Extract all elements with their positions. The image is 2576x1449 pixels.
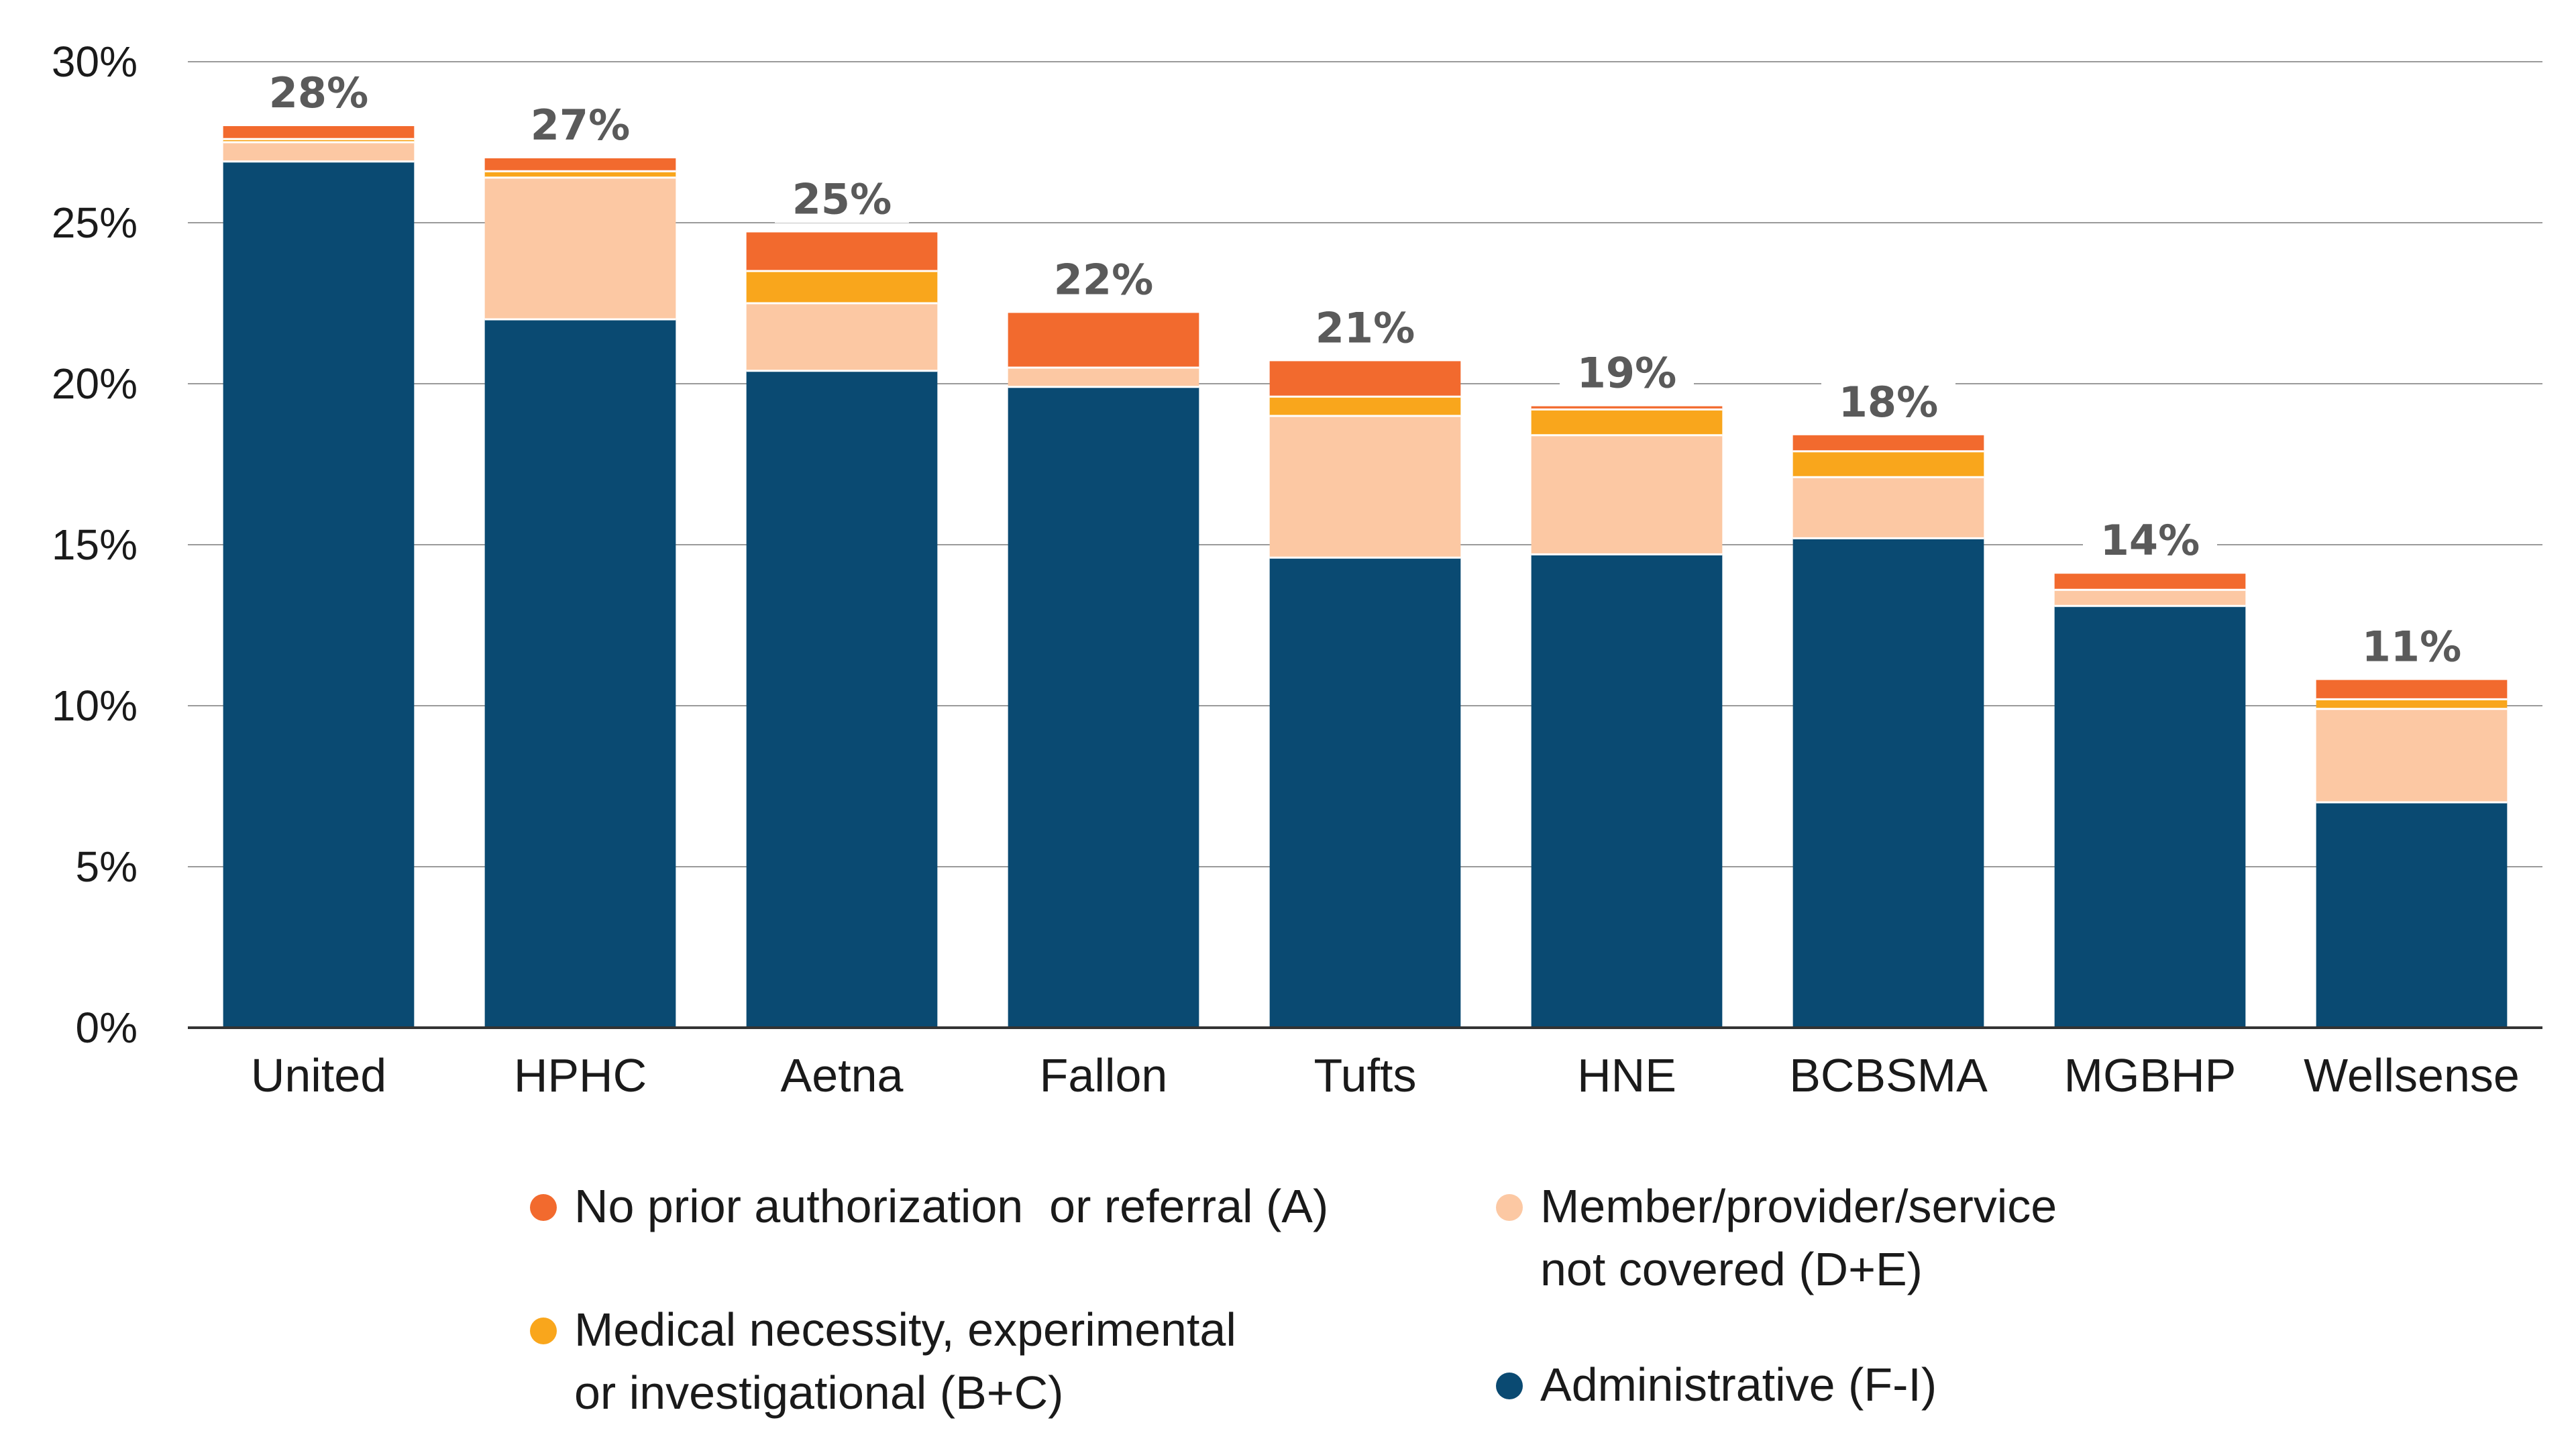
category-label: BCBSMA <box>1789 1049 1988 1102</box>
bar-segment-3-4 <box>746 232 938 271</box>
bar-segment-1-2 <box>223 142 415 162</box>
bar-segment-1-4 <box>223 126 415 140</box>
bar-segment-2-3 <box>484 171 676 178</box>
total-label-backing <box>252 66 386 117</box>
legend-label: not covered (D+E) <box>1540 1243 1923 1295</box>
y-tick-label: 5% <box>76 843 138 891</box>
bar-segment-8-1 <box>2054 606 2246 1028</box>
legend-label: Member/provider/service <box>1540 1180 2057 1232</box>
bar-segment-7-3 <box>1792 451 1984 478</box>
legend-label: or investigational (B+C) <box>574 1366 1064 1419</box>
category-label: Wellsense <box>2304 1049 2520 1102</box>
bar-segment-4-1 <box>1008 386 1199 1028</box>
bar-segment-5-1 <box>1269 557 1461 1028</box>
bar-segment-5-4 <box>1269 361 1461 397</box>
bar-segment-1-3 <box>223 139 415 142</box>
bar-segment-4-4 <box>1008 313 1199 368</box>
bar-segment-1-1 <box>223 161 415 1028</box>
total-label-backing <box>1036 252 1171 304</box>
bar-total-label: 27% <box>531 101 630 150</box>
y-axis-tick-labels: 0% 5% 10% 15% 20% 25% 30% <box>52 38 138 1052</box>
legend-label: Administrative (F-I) <box>1540 1358 1937 1411</box>
category-label: HPHC <box>514 1049 647 1102</box>
category-label: Aetna <box>781 1049 904 1102</box>
category-label: United <box>251 1049 386 1102</box>
bar-segment-2-2 <box>484 177 676 319</box>
category-label: MGBHP <box>2064 1049 2237 1102</box>
bar-total-label: 25% <box>792 174 892 223</box>
bar-segment-2-4 <box>484 158 676 172</box>
total-label-backing <box>775 172 909 223</box>
bar-segment-6-3 <box>1531 409 1723 435</box>
bar-segment-9-2 <box>2316 708 2508 802</box>
bar-segment-6-2 <box>1531 435 1723 555</box>
x-axis-category-labels: United HPHC Aetna Fallon Tufts HNE BCBSMA MGBHP… <box>251 1049 2520 1102</box>
bar-segment-7-1 <box>1792 538 1984 1028</box>
bar-segment-3-3 <box>746 271 938 303</box>
y-tick-label: 10% <box>52 682 138 730</box>
total-label-backing <box>2083 513 2217 565</box>
bars <box>223 126 2508 1028</box>
bar-segment-9-4 <box>2316 680 2508 700</box>
legend-dot-icon <box>530 1318 557 1344</box>
bar-total-labels: 28% 27% 25% 22% 21% 19% 18% 14% 11% <box>252 66 2479 672</box>
bar-segment-9-1 <box>2316 802 2508 1028</box>
bar-segment-8-4 <box>2054 574 2246 590</box>
bar-total-label: 21% <box>1316 303 1415 352</box>
bar-segment-4-2 <box>1008 368 1199 387</box>
bar-segment-2-1 <box>484 319 676 1028</box>
bar-total-label: 11% <box>2362 623 2461 672</box>
bar-segment-3-2 <box>746 303 938 371</box>
bar-segment-3-1 <box>746 370 938 1028</box>
legend-label: Medical necessity, experimental <box>574 1303 1236 1356</box>
bar-total-label: 19% <box>1577 349 1676 398</box>
legend-item: Medical necessity, experimental or invest… <box>530 1303 1236 1419</box>
y-tick-label: 15% <box>52 521 138 569</box>
legend-dot-icon <box>530 1194 557 1221</box>
y-tick-label: 0% <box>76 1004 138 1052</box>
bar-segment-6-4 <box>1531 406 1723 410</box>
legend-label: No prior authorization or referral (A) <box>574 1180 1328 1232</box>
total-label-backing <box>1298 301 1432 352</box>
bar-total-label: 18% <box>1839 378 1938 427</box>
legend-dot-icon <box>1496 1194 1523 1221</box>
legend-dot-icon <box>1496 1373 1523 1399</box>
total-label-backing <box>513 98 647 149</box>
legend-item: No prior authorization or referral (A) <box>530 1180 1328 1232</box>
total-label-backing <box>1821 374 1955 426</box>
bar-segment-5-3 <box>1269 396 1461 416</box>
legend-item: Administrative (F-I) <box>1496 1358 1937 1411</box>
bar-total-label: 28% <box>269 68 368 117</box>
category-label: HNE <box>1577 1049 1676 1102</box>
bar-segment-9-3 <box>2316 699 2508 709</box>
bar-segment-5-2 <box>1269 416 1461 558</box>
total-label-backing <box>1560 345 1694 397</box>
bar-total-label: 22% <box>1054 255 1153 304</box>
bar-total-label: 14% <box>2100 516 2200 565</box>
legend: No prior authorization or referral (A) Me… <box>530 1180 2057 1419</box>
category-label: Tufts <box>1314 1049 1417 1102</box>
category-label: Fallon <box>1040 1049 1168 1102</box>
bar-segment-7-2 <box>1792 477 1984 539</box>
y-tick-label: 30% <box>52 38 138 86</box>
total-label-backing <box>2345 619 2479 671</box>
bar-segment-6-1 <box>1531 554 1723 1028</box>
y-tick-label: 20% <box>52 360 138 408</box>
bar-segment-8-2 <box>2054 590 2246 606</box>
legend-item: Member/provider/service not covered (D+E) <box>1496 1180 2057 1295</box>
bar-segment-7-4 <box>1792 435 1984 451</box>
y-tick-label: 25% <box>52 199 138 247</box>
